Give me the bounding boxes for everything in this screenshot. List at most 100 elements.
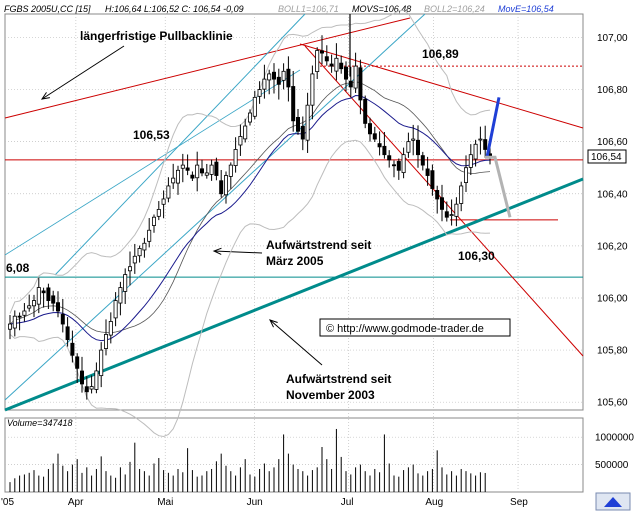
y-tick-label: 107,00 — [597, 33, 628, 44]
x-tick-label: Jun — [247, 497, 263, 508]
arrow-trend-nov — [269, 319, 323, 366]
candle-body — [348, 80, 353, 88]
candle-body — [142, 242, 147, 251]
candle-body — [363, 98, 368, 124]
candle-body — [478, 138, 483, 141]
candle-body — [60, 314, 65, 325]
candle-body — [473, 143, 478, 160]
candle-body — [281, 70, 286, 81]
candle-body — [51, 295, 56, 304]
annotation-trend-march-2: März 2005 — [266, 254, 324, 268]
candle-body — [267, 73, 272, 81]
x-tick-label: '05 — [1, 497, 14, 508]
candle-body — [257, 89, 262, 97]
annotation-pullback: längerfristige Pullbacklinie — [80, 29, 233, 43]
current-price-label: 106,54 — [591, 152, 622, 163]
y-tick-label: 105,60 — [597, 398, 628, 409]
volume-layer — [9, 428, 486, 492]
candle-body — [108, 321, 113, 336]
candle-body — [463, 167, 468, 183]
arrow-trend-march-head — [212, 247, 222, 255]
candle-body — [123, 274, 128, 292]
candle-body — [84, 386, 89, 393]
candle-body — [468, 154, 473, 168]
candle-body — [27, 305, 32, 309]
candle-body — [420, 155, 425, 166]
volume-panel-frame — [4, 417, 584, 493]
y-tick-label: 105,80 — [597, 346, 628, 357]
candle-body — [46, 287, 51, 301]
arrow-pullback-head — [40, 92, 50, 100]
candle-body — [99, 349, 104, 377]
resistance-line-upper — [299, 43, 584, 129]
candle-body — [7, 323, 12, 330]
candle-body — [104, 334, 109, 349]
moving-average-exponential — [9, 94, 491, 342]
candle-body — [233, 149, 238, 167]
candle-body — [252, 96, 257, 117]
candle-body — [190, 174, 195, 179]
channel-mid — [4, 69, 301, 256]
header-boll1: BOLL1=106,71 — [278, 4, 339, 14]
candle-body — [262, 78, 267, 90]
current-price-box — [587, 149, 627, 164]
candle-body — [339, 62, 344, 70]
candle-body — [32, 300, 37, 307]
candle-body — [358, 67, 363, 101]
header-boll2: BOLL2=106,24 — [424, 4, 485, 14]
y-tick-label: 106,40 — [597, 189, 628, 200]
header-ohlc: H:106,64 L:106,52 C: 106,54 -0,09 — [105, 4, 244, 14]
candle-body — [147, 229, 152, 242]
header-symbol: FGBS 2005U,CC [15] — [4, 4, 91, 14]
arrow-pullback — [41, 45, 125, 100]
candle-body — [243, 125, 248, 140]
x-axis-ticks: '05 Apr Mai Jun Jul Aug Sep — [1, 497, 528, 508]
candle-body — [204, 172, 209, 176]
candle-body — [36, 287, 41, 305]
candle-body — [175, 169, 180, 184]
candle-body — [166, 185, 171, 199]
candle-body — [367, 123, 372, 135]
candle-body — [310, 73, 315, 106]
candle-body — [185, 167, 190, 171]
y-tick-label: 106,00 — [597, 293, 628, 304]
projection-up-arrow — [485, 97, 501, 158]
candle-body — [89, 386, 94, 390]
candle-body — [238, 136, 243, 146]
header-move: MovE=106,54 — [498, 4, 554, 14]
candle-body — [406, 141, 411, 153]
candle-body — [219, 180, 224, 195]
candle-body — [94, 370, 99, 390]
logo-triangle-icon — [604, 497, 622, 507]
candle-body — [396, 161, 401, 171]
arrow-trend-nov-head — [269, 319, 278, 328]
candle-body — [247, 112, 252, 123]
y-axis-ticks: 107,00 106,80 106,60 106,40 106,20 106,00 105,… — [595, 33, 634, 471]
x-tick-label: Jul — [341, 497, 354, 508]
candle-body — [291, 86, 296, 122]
candle-body — [425, 168, 430, 176]
candle-body — [56, 302, 61, 312]
candle-body — [377, 143, 382, 148]
candle-body — [353, 65, 358, 89]
candle-body — [454, 203, 459, 217]
candle-body — [118, 287, 123, 304]
moving-average-simple — [9, 81, 491, 334]
candle-body — [286, 68, 291, 88]
y-tick-label: 106,80 — [597, 85, 628, 96]
volume-tick-label: 1000000 — [595, 433, 634, 444]
candle-body — [315, 50, 320, 73]
candle-body — [430, 170, 435, 189]
candle-body — [151, 216, 156, 226]
candle-body — [132, 255, 137, 264]
candle-body — [214, 161, 219, 176]
candle-body — [199, 168, 204, 174]
candle-layer — [7, 14, 512, 400]
candle-body — [319, 50, 324, 54]
arrow-trend-march — [213, 250, 263, 254]
candle-body — [435, 190, 440, 200]
x-tick-label: Mai — [157, 497, 173, 508]
x-tick-label: Sep — [510, 497, 528, 508]
candle-body — [137, 248, 142, 257]
